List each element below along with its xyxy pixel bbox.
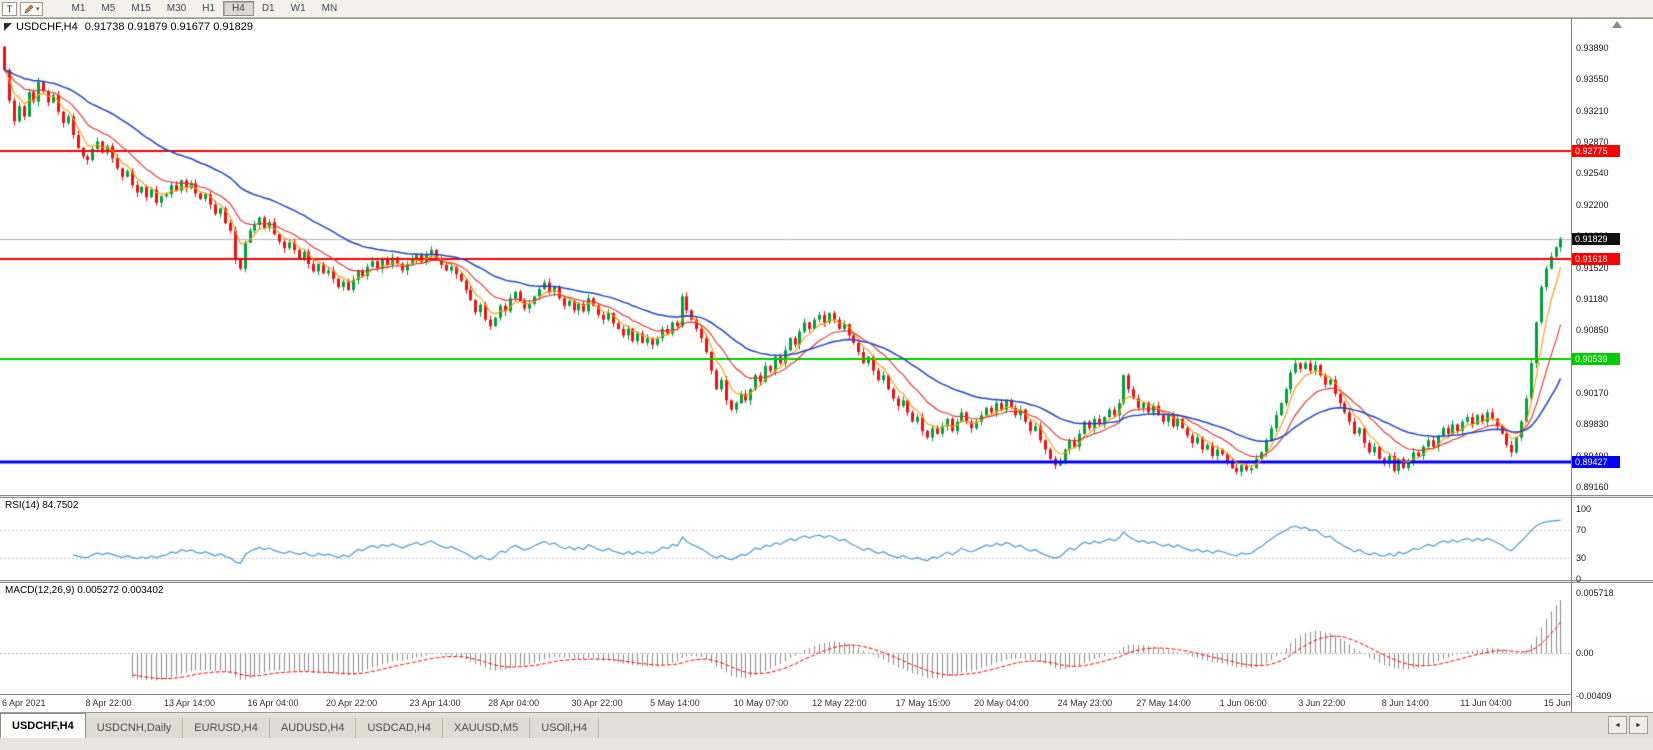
tab-scroll-controls: ◄ ► (1608, 716, 1648, 734)
axis-tick-label: 0.00 (1576, 648, 1594, 658)
chart-tab-xauusd[interactable]: XAUUSD,M5 (443, 718, 531, 738)
time-axis-label: 5 May 14:00 (650, 698, 700, 708)
axis-tick-label: 0.93890 (1576, 42, 1609, 53)
chart-tab-bar: USDCHF,H4 USDCNH,Daily EURUSD,H4 AUDUSD,H4 U… (0, 712, 1653, 738)
price-tag: 0.92775 (1572, 145, 1620, 158)
axis-tick-label: 30 (1576, 553, 1587, 563)
time-axis-label: 20 May 04:00 (974, 698, 1029, 708)
time-axis-line (0, 694, 1571, 695)
time-axis-label: 10 May 07:00 (733, 698, 789, 708)
timeframe-button-h4[interactable]: H4 (223, 1, 254, 16)
axis-tick-label: 0.89830 (1576, 419, 1609, 430)
time-axis-label: 8 Jun 14:00 (1381, 698, 1429, 708)
axis-tick-label: 0.92870 (1576, 137, 1609, 148)
time-axis[interactable]: 6 Apr 2021 8 Apr 22:00 13 Apr 14:00 16 Apr … (0, 696, 1571, 712)
time-axis-label: 12 May 22:00 (812, 698, 867, 708)
timeframe-button-d1[interactable]: D1 (261, 3, 275, 14)
axis-tick-label: 70 (1576, 525, 1587, 535)
chart-tab-usdcnh[interactable]: USDCNH,Daily (85, 718, 184, 738)
text-tool-button[interactable]: T (2, 1, 17, 16)
chevron-down-icon: ▾ (36, 5, 40, 13)
time-axis-label: 3 Jun 22:00 (1298, 698, 1346, 708)
timeframe-button-m5[interactable]: M5 (101, 3, 116, 14)
time-axis-label: 24 May 23:00 (1057, 698, 1113, 708)
price-tag: 0.91618 (1572, 252, 1620, 265)
chart-tabs: USDCHF,H4 USDCNH,Daily EURUSD,H4 AUDUSD,H4 U… (0, 713, 600, 738)
chart-tab-audusd[interactable]: AUDUSD,H4 (269, 718, 357, 738)
rsi-label: RSI(14) 84.7502 (5, 500, 79, 511)
chart-tab-usdcad[interactable]: USDCAD,H4 (356, 718, 444, 738)
price-tag: 0.91829 (1572, 232, 1620, 245)
time-axis-label: 6 Apr 2021 (2, 698, 46, 708)
main-toolbar: T ▾ M1 M5 M15 M30 H1 H4 D1 W1 MN (0, 0, 1653, 18)
chart-workspace: USDCHF,H4 0.91738 0.91879 0.91677 0.9182… (0, 18, 1653, 713)
axis-tick-label: -0.00409 (1576, 690, 1612, 701)
tab-scroll-left-button[interactable]: ◄ (1608, 716, 1627, 734)
pane-splitter[interactable] (0, 495, 1653, 498)
chart-tab-usdchf[interactable]: USDCHF,H4 (0, 713, 86, 738)
time-axis-label: 11 Jun 04:00 (1460, 698, 1512, 708)
axis-tick-label: 0.92200 (1576, 199, 1609, 210)
axis-tick-label: 0.90850 (1576, 324, 1609, 335)
chart-shift-marker-icon[interactable] (1612, 21, 1622, 28)
timeframe-button-h1[interactable]: H1 (202, 3, 216, 14)
chart-tab-usoil[interactable]: USOil,H4 (530, 718, 600, 738)
axis-tick-label: 0.93210 (1576, 105, 1609, 116)
chart-title: USDCHF,H4 0.91738 0.91879 0.91677 0.9182… (4, 21, 253, 33)
timeframe-button-m15[interactable]: M15 (131, 3, 151, 14)
time-axis-label: 16 Apr 04:00 (247, 698, 299, 708)
axis-tick-label: 0 (1576, 574, 1582, 584)
timeframe-button-mn[interactable]: MN (321, 3, 338, 14)
price-tag: 0.90539 (1572, 352, 1620, 365)
price-axis[interactable]: 0.93890 0.93550 0.93210 0.92870 0.92540 0.922… (1572, 19, 1653, 713)
axis-tick-label: 0.90170 (1576, 387, 1609, 398)
time-axis-label: 28 Apr 04:00 (488, 698, 540, 708)
chart-symbol-label: USDCHF,H4 (16, 21, 78, 33)
axis-tick-label: 100 (1576, 504, 1592, 514)
timeframe-button-w1[interactable]: W1 (290, 3, 306, 14)
time-axis-label: 27 May 14:00 (1136, 698, 1191, 708)
time-axis-label: 23 Apr 14:00 (409, 698, 461, 708)
time-axis-label: 13 Apr 14:00 (164, 698, 216, 708)
macd-label: MACD(12,26,9) 0.005272 0.003402 (5, 585, 164, 596)
axis-tick-label: 0.91180 (1576, 294, 1608, 305)
price-axis-separator (1571, 19, 1572, 713)
axis-tick-label: 0.93550 (1576, 74, 1609, 85)
macd-indicator-canvas[interactable] (0, 583, 1571, 693)
axis-tick-label: 0.89160 (1576, 481, 1609, 492)
time-axis-label: 1 Jun 06:00 (1219, 698, 1267, 708)
pane-splitter[interactable] (0, 580, 1653, 583)
time-axis-label: 15 Jun 22:00 (1543, 698, 1571, 708)
axis-tick-label: 0.92540 (1576, 168, 1609, 179)
timeframe-button-m30[interactable]: M30 (166, 3, 187, 14)
time-axis-label: 30 Apr 22:00 (571, 698, 623, 708)
time-axis-label: 20 Apr 22:00 (326, 698, 378, 708)
time-axis-label: 17 May 15:00 (895, 698, 951, 708)
axis-tick-label: 0.91520 (1576, 262, 1609, 273)
axis-tick-label: 0.005718 (1576, 587, 1614, 598)
chart-corner-icon (4, 23, 12, 31)
timeframe-button-m1[interactable]: M1 (71, 3, 86, 14)
timeframe-button-group: M1 M5 M15 M30 H1 H4 D1 W1 MN (64, 1, 346, 16)
draw-tool-button[interactable]: ▾ (20, 1, 43, 16)
rsi-indicator-canvas[interactable] (0, 498, 1571, 580)
chart-ohlc-label: 0.91738 0.91879 0.91677 0.91829 (84, 21, 253, 33)
pencil-icon (24, 4, 34, 14)
time-axis-label: 8 Apr 22:00 (85, 698, 132, 708)
chart-tab-eurusd[interactable]: EURUSD,H4 (183, 718, 270, 738)
tab-scroll-right-button[interactable]: ► (1629, 716, 1648, 734)
price-chart-canvas[interactable] (0, 19, 1571, 495)
price-tag: 0.89427 (1572, 455, 1620, 468)
